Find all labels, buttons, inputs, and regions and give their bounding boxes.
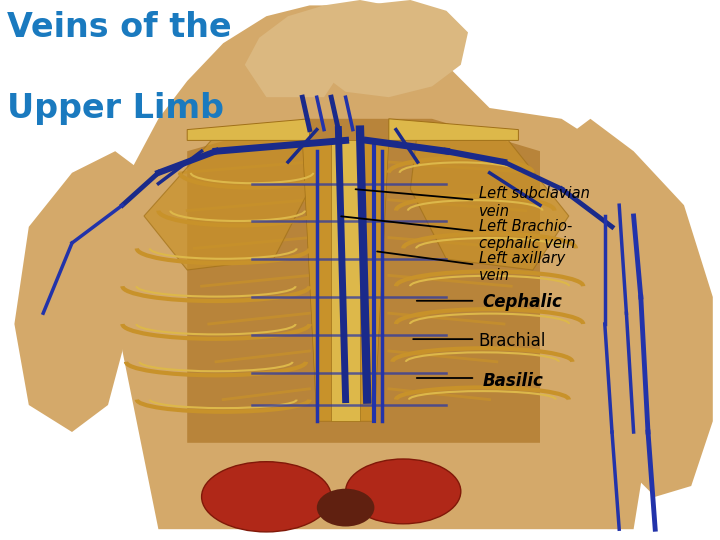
Text: Left Brachio-
cephalic vein: Left Brachio- cephalic vein — [479, 219, 575, 251]
Ellipse shape — [346, 459, 461, 524]
Polygon shape — [302, 140, 389, 421]
Polygon shape — [14, 151, 144, 432]
Text: Veins of the: Veins of the — [7, 11, 232, 44]
Text: Left subclavian
vein: Left subclavian vein — [479, 186, 590, 219]
Polygon shape — [115, 5, 662, 529]
Text: Brachial: Brachial — [479, 332, 546, 350]
Polygon shape — [331, 140, 360, 421]
Polygon shape — [187, 119, 540, 443]
Polygon shape — [245, 0, 389, 97]
Text: Basilic: Basilic — [482, 372, 544, 390]
Polygon shape — [389, 119, 518, 140]
Text: Cephalic: Cephalic — [482, 293, 562, 312]
Polygon shape — [547, 119, 713, 497]
Polygon shape — [144, 130, 310, 270]
Polygon shape — [187, 119, 310, 140]
Polygon shape — [310, 0, 468, 97]
Text: Upper Limb: Upper Limb — [7, 92, 224, 125]
Polygon shape — [410, 130, 569, 270]
Text: Left axillary
vein: Left axillary vein — [479, 251, 565, 284]
Ellipse shape — [317, 489, 374, 526]
Ellipse shape — [202, 462, 331, 532]
